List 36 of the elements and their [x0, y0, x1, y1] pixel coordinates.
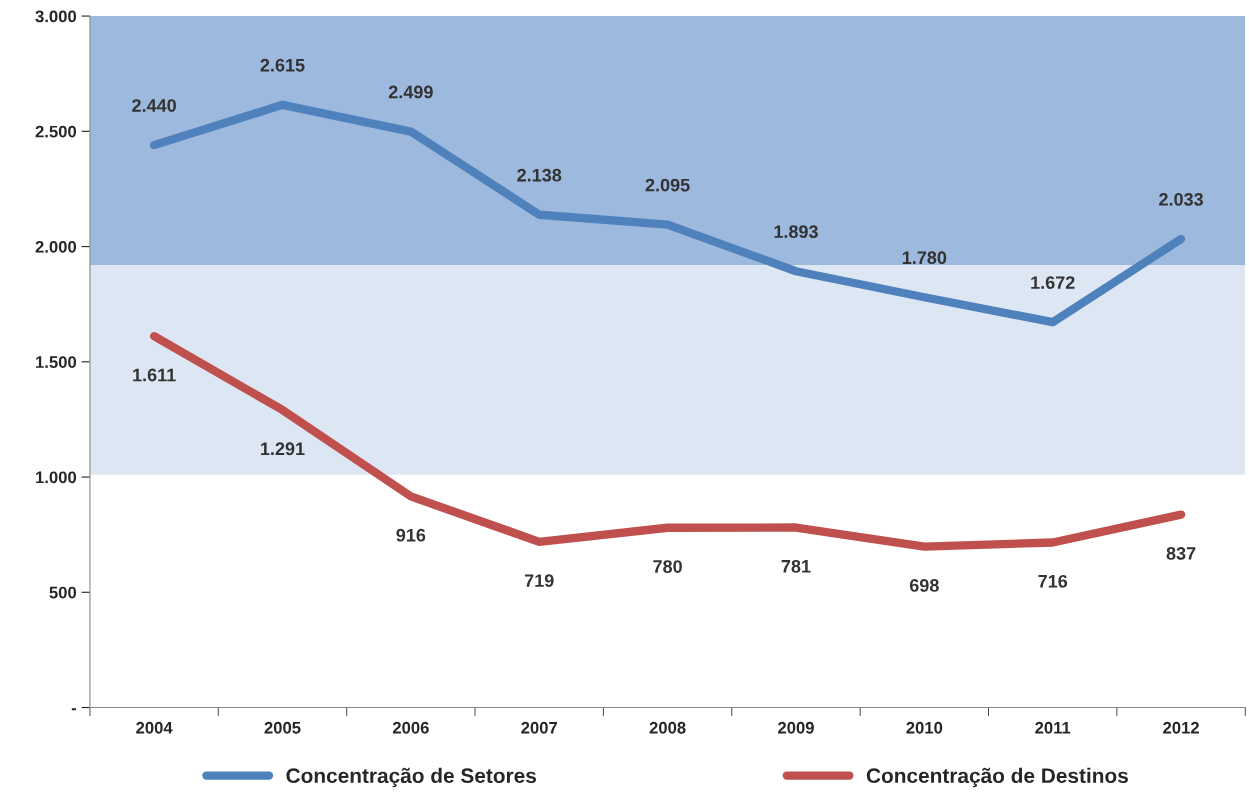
x-tick-label: 2006: [392, 721, 429, 734]
y-tick-label: 1.500: [36, 356, 77, 368]
y-tick-label: 500: [49, 586, 77, 599]
data-label: 1.893: [774, 225, 818, 239]
data-label: 716: [1038, 574, 1068, 588]
data-label: 2.033: [1159, 192, 1204, 206]
y-tick-label: 1.000: [36, 471, 77, 484]
data-label: 837: [1166, 547, 1196, 560]
x-tick-label: 2007: [521, 721, 558, 734]
data-label: 2.499: [388, 85, 433, 99]
legend-label: Concentração de Destinos: [866, 767, 1128, 788]
data-label: 2.095: [645, 178, 690, 192]
x-tick-label: 2005: [264, 721, 301, 734]
legend-label: Concentração de Setores: [286, 767, 536, 788]
x-tick-label: 2008: [649, 721, 686, 734]
data-label: 2.615: [260, 58, 305, 72]
x-tick-label: 2011: [1035, 721, 1071, 734]
data-label: 698: [909, 579, 939, 592]
data-label: 1.291: [261, 442, 305, 456]
x-tick-label: 2004: [136, 721, 173, 734]
data-label: 1.780: [902, 251, 947, 265]
data-label: 1.672: [1031, 276, 1075, 289]
y-tick-label: 2.000: [35, 240, 77, 253]
data-label: 2.440: [132, 99, 176, 112]
x-tick-label: 2012: [1163, 721, 1199, 734]
data-label: 780: [653, 560, 682, 573]
data-label: 719: [524, 574, 554, 587]
data-label: 916: [396, 528, 426, 542]
y-tick-label: 2.500: [35, 125, 77, 138]
y-tick-label: 3.000: [35, 10, 77, 23]
y-tick-label: -: [71, 708, 77, 711]
x-tick-label: 2010: [906, 721, 943, 734]
data-label: 1.611: [133, 368, 176, 382]
data-label: 2.138: [517, 168, 562, 182]
data-label: 781: [781, 559, 811, 573]
x-tick-label: 2009: [778, 721, 814, 734]
